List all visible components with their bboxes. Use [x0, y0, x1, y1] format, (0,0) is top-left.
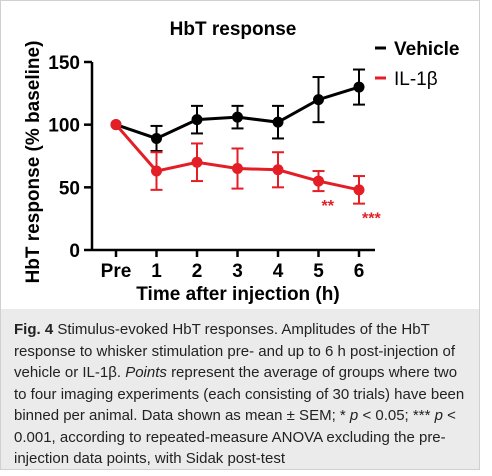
annotations: *****: [322, 198, 382, 228]
caption-p-symbol-1: p: [349, 407, 359, 424]
data-point: [353, 81, 365, 93]
caption-threshold-1: < 0.05; ***: [362, 407, 431, 424]
data-point: [232, 111, 243, 123]
caption-sentence-2: represent the average of groups where tw…: [14, 364, 465, 424]
data-point: [151, 165, 162, 177]
y-tick-label: 150: [48, 53, 80, 74]
data-point: [313, 94, 324, 106]
data-point: [151, 132, 162, 144]
x-tick-label: Pre: [101, 261, 132, 282]
data-point: [272, 164, 284, 176]
x-tick-label: 6: [354, 261, 365, 282]
legend-label-il1b: IL-1β: [394, 69, 438, 90]
caption-threshold-2: < 0.001, according to repeated-measure A…: [14, 407, 456, 467]
significance-marker: ***: [362, 211, 381, 228]
legend-label-vehicle: Vehicle: [394, 39, 460, 60]
caption-panel: [1, 309, 479, 469]
series-vehicle: [110, 68, 365, 152]
caption-p-symbol-2: p: [434, 407, 443, 424]
x-tick-label: 2: [192, 261, 203, 282]
chart-title: HbT response: [170, 19, 297, 40]
data-point: [232, 163, 243, 175]
x-tick-label: 3: [232, 261, 243, 282]
data-point: [110, 119, 122, 131]
x-tick-label: 4: [273, 261, 284, 282]
y-axis-title: HbT response (% baseline): [23, 41, 44, 284]
y-tick-label: 50: [59, 178, 80, 199]
figure-label: Fig. 4: [14, 321, 54, 338]
data-point: [191, 114, 203, 126]
y-tick-label: 100: [48, 116, 80, 137]
x-ticks: Pre 1 2 3 4 5 6: [101, 250, 365, 282]
legend: Vehicle IL-1β: [375, 39, 460, 90]
x-tick-label: 1: [151, 261, 162, 282]
data-point: [313, 175, 324, 187]
x-tick-label: 5: [313, 261, 324, 282]
series-il1b: [110, 119, 365, 205]
y-ticks: 0 50 100 150: [48, 53, 92, 262]
figure-caption: Fig. 4 Stimulus-evoked HbT responses. Am…: [14, 319, 472, 470]
data-point: [191, 156, 203, 168]
data-point: [353, 184, 365, 196]
chart: HbT response HbT response (% baseline) 0…: [23, 19, 460, 305]
significance-marker: **: [322, 198, 335, 215]
caption-sentence-1: Stimulus-evoked HbT responses. Amplitude…: [14, 321, 456, 381]
series-group: [110, 68, 365, 205]
x-axis-title: Time after injection (h): [136, 284, 339, 305]
y-tick-label: 0: [69, 241, 80, 262]
caption-points-word: Points: [125, 364, 167, 381]
data-point: [272, 116, 284, 128]
